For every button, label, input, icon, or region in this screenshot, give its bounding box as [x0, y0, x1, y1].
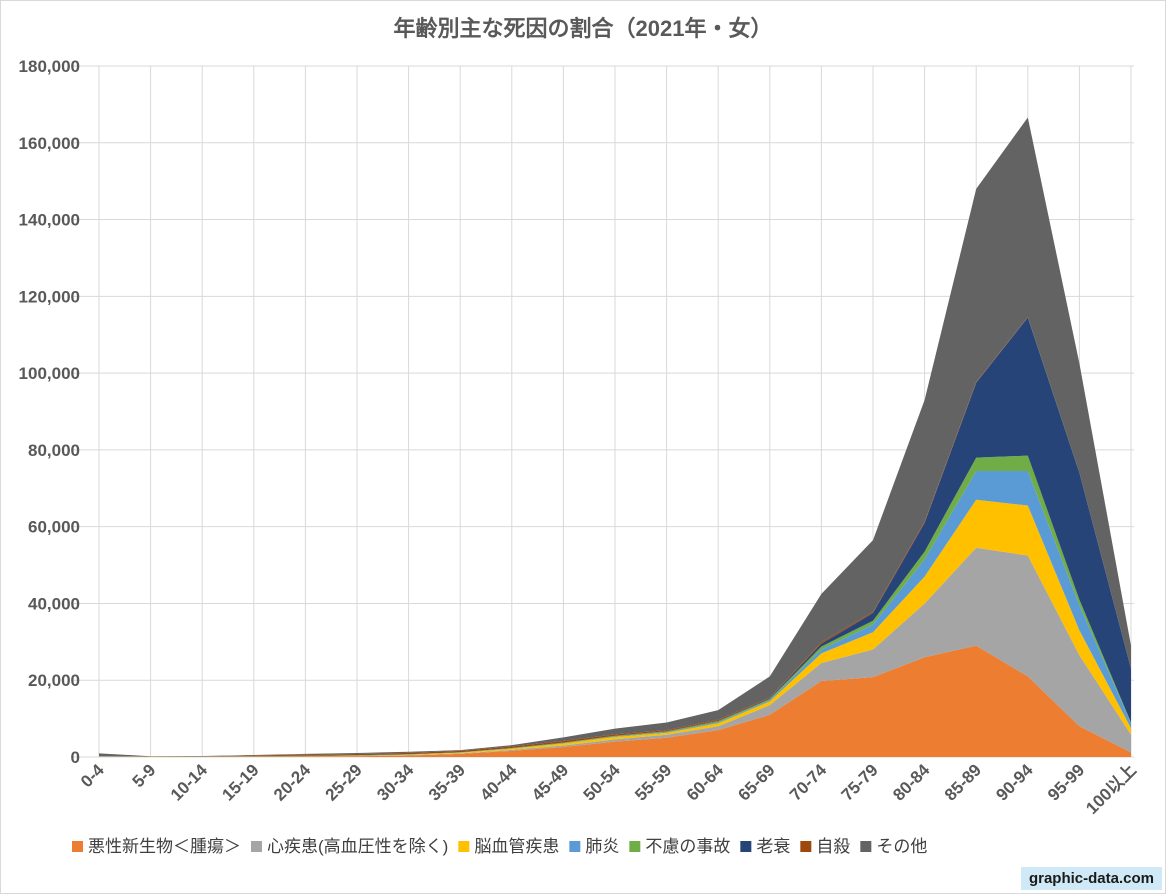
area-series-3 [99, 471, 1131, 757]
x-tick-label: 75-79 [838, 760, 882, 804]
x-tick-label: 5-9 [129, 760, 160, 791]
x-tick-label: 10-14 [167, 760, 212, 805]
x-tick-label: 90-94 [992, 760, 1037, 805]
y-tick-label: 160,000 [19, 134, 80, 153]
x-tick-label: 50-54 [580, 760, 625, 805]
x-tick-label: 45-49 [528, 760, 572, 804]
x-tick-label: 70-74 [786, 760, 831, 805]
legend-swatch [629, 841, 641, 852]
area-series-7 [99, 117, 1131, 757]
x-tick-label: 15-19 [218, 760, 262, 804]
y-tick-label: 40,000 [28, 594, 80, 613]
legend-swatch [569, 841, 581, 852]
x-tick-label: 65-69 [734, 760, 778, 804]
y-tick-label: 100,000 [19, 364, 80, 383]
legend-label: 老衰 [756, 837, 790, 856]
legend-label: 肺炎 [585, 837, 619, 856]
watermark: graphic-data.com [1020, 867, 1162, 890]
legend-swatch [800, 841, 812, 852]
legend-label: 心疾患(高血圧性を除く) [267, 837, 448, 856]
legend: 悪性新生物＜腫瘍＞ 心疾患(高血圧性を除く) 脳血管疾患 肺炎 不慮の事故 老衰 自殺 その他 [72, 837, 927, 856]
legend-label: 脳血管疾患 [474, 837, 559, 856]
legend-swatch [740, 841, 752, 852]
legend-label: 不慮の事故 [645, 837, 730, 856]
y-tick-label: 20,000 [28, 671, 80, 690]
x-tick-label: 100以上 [1082, 760, 1140, 818]
y-tick-label: 60,000 [28, 518, 80, 537]
y-tick-label: 140,000 [19, 211, 80, 230]
area-series-5 [99, 317, 1131, 757]
y-axis-ticks: 0 20,000 40,000 60,000 80,000 100,000 120,000 1… [19, 57, 80, 767]
legend-swatch [251, 841, 262, 852]
x-tick-label: 30-34 [373, 760, 418, 805]
y-tick-label: 180,000 [19, 57, 80, 76]
area-series-2 [99, 499, 1131, 757]
x-tick-label: 0-4 [77, 760, 108, 791]
legend-label: その他 [876, 837, 927, 856]
legend-swatch [72, 841, 83, 852]
x-tick-label: 35-39 [425, 760, 469, 804]
x-axis-ticks: 0-4 5-9 10-14 15-19 20-24 25-29 30-34 35-39 40-4… [77, 760, 1140, 818]
x-tick-label: 85-89 [941, 760, 985, 804]
y-tick-label: 120,000 [19, 287, 80, 306]
x-tick-label: 40-44 [476, 760, 521, 805]
x-tick-label: 25-29 [322, 760, 366, 804]
legend-label: 自殺 [816, 837, 850, 856]
chart-title: 年齢別主な死因の割合（2021年・女） [394, 16, 773, 41]
x-tick-label: 60-64 [683, 760, 728, 805]
series-areas [99, 117, 1131, 757]
x-tick-label: 95-99 [1044, 760, 1088, 804]
x-tick-label: 80-84 [889, 760, 934, 805]
y-tick-label: 80,000 [28, 441, 80, 460]
legend-swatch [860, 841, 872, 852]
legend-label: 悪性新生物＜腫瘍＞ [88, 837, 241, 856]
legend-swatch [458, 841, 470, 852]
x-tick-label: 20-24 [270, 760, 315, 805]
area-series-0 [99, 645, 1131, 757]
x-tick-label: 55-59 [631, 760, 675, 804]
area-series-1 [99, 547, 1131, 757]
y-tick-label: 0 [71, 748, 80, 767]
